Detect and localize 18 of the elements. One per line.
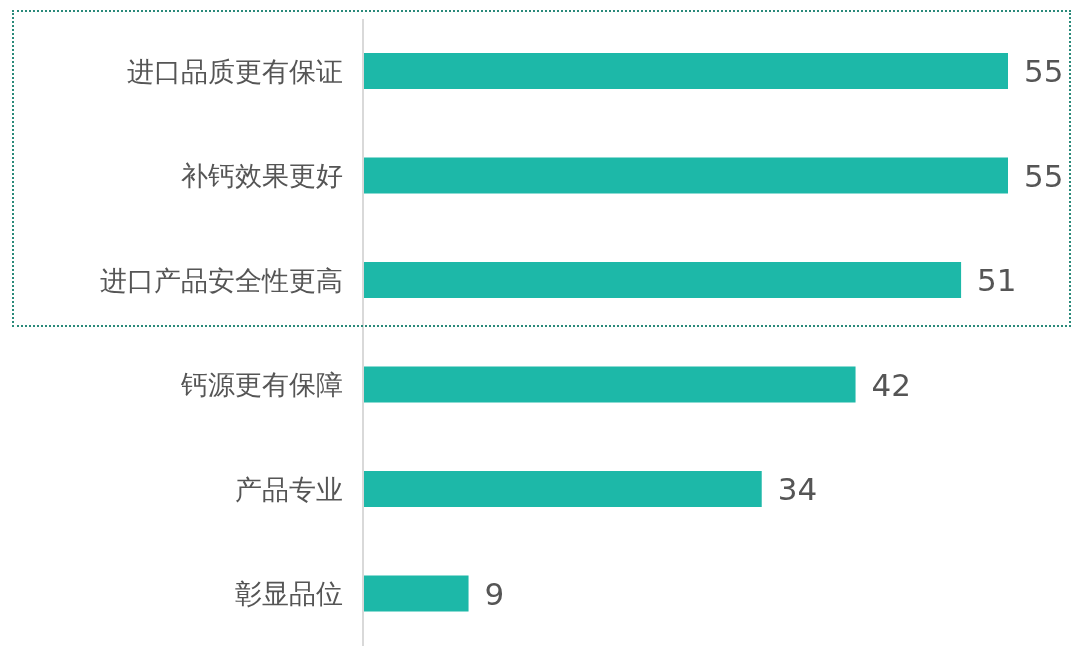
bar: [363, 262, 962, 298]
y-tick-label: 进口品质更有保证: [127, 55, 343, 87]
data-label: 51: [977, 262, 1017, 299]
bar: [363, 53, 1008, 89]
data-label: 55: [1024, 157, 1064, 194]
data-label: 34: [777, 471, 818, 508]
y-tick-label: 进口产品安全性更高: [100, 264, 343, 296]
bar: [363, 575, 469, 612]
data-label: 9: [484, 575, 505, 612]
y-tick-label: 补钙效果更好: [181, 160, 343, 192]
y-tick-label: 彰显品位: [235, 578, 343, 610]
bar: [363, 471, 762, 507]
y-tick-label: 钙源更有保障: [180, 369, 343, 401]
bar: [363, 157, 1008, 194]
data-label: 55: [1024, 53, 1064, 89]
y-tick-label: 产品专业: [235, 473, 343, 505]
data-label: 42: [871, 366, 911, 403]
bar: [363, 366, 856, 403]
